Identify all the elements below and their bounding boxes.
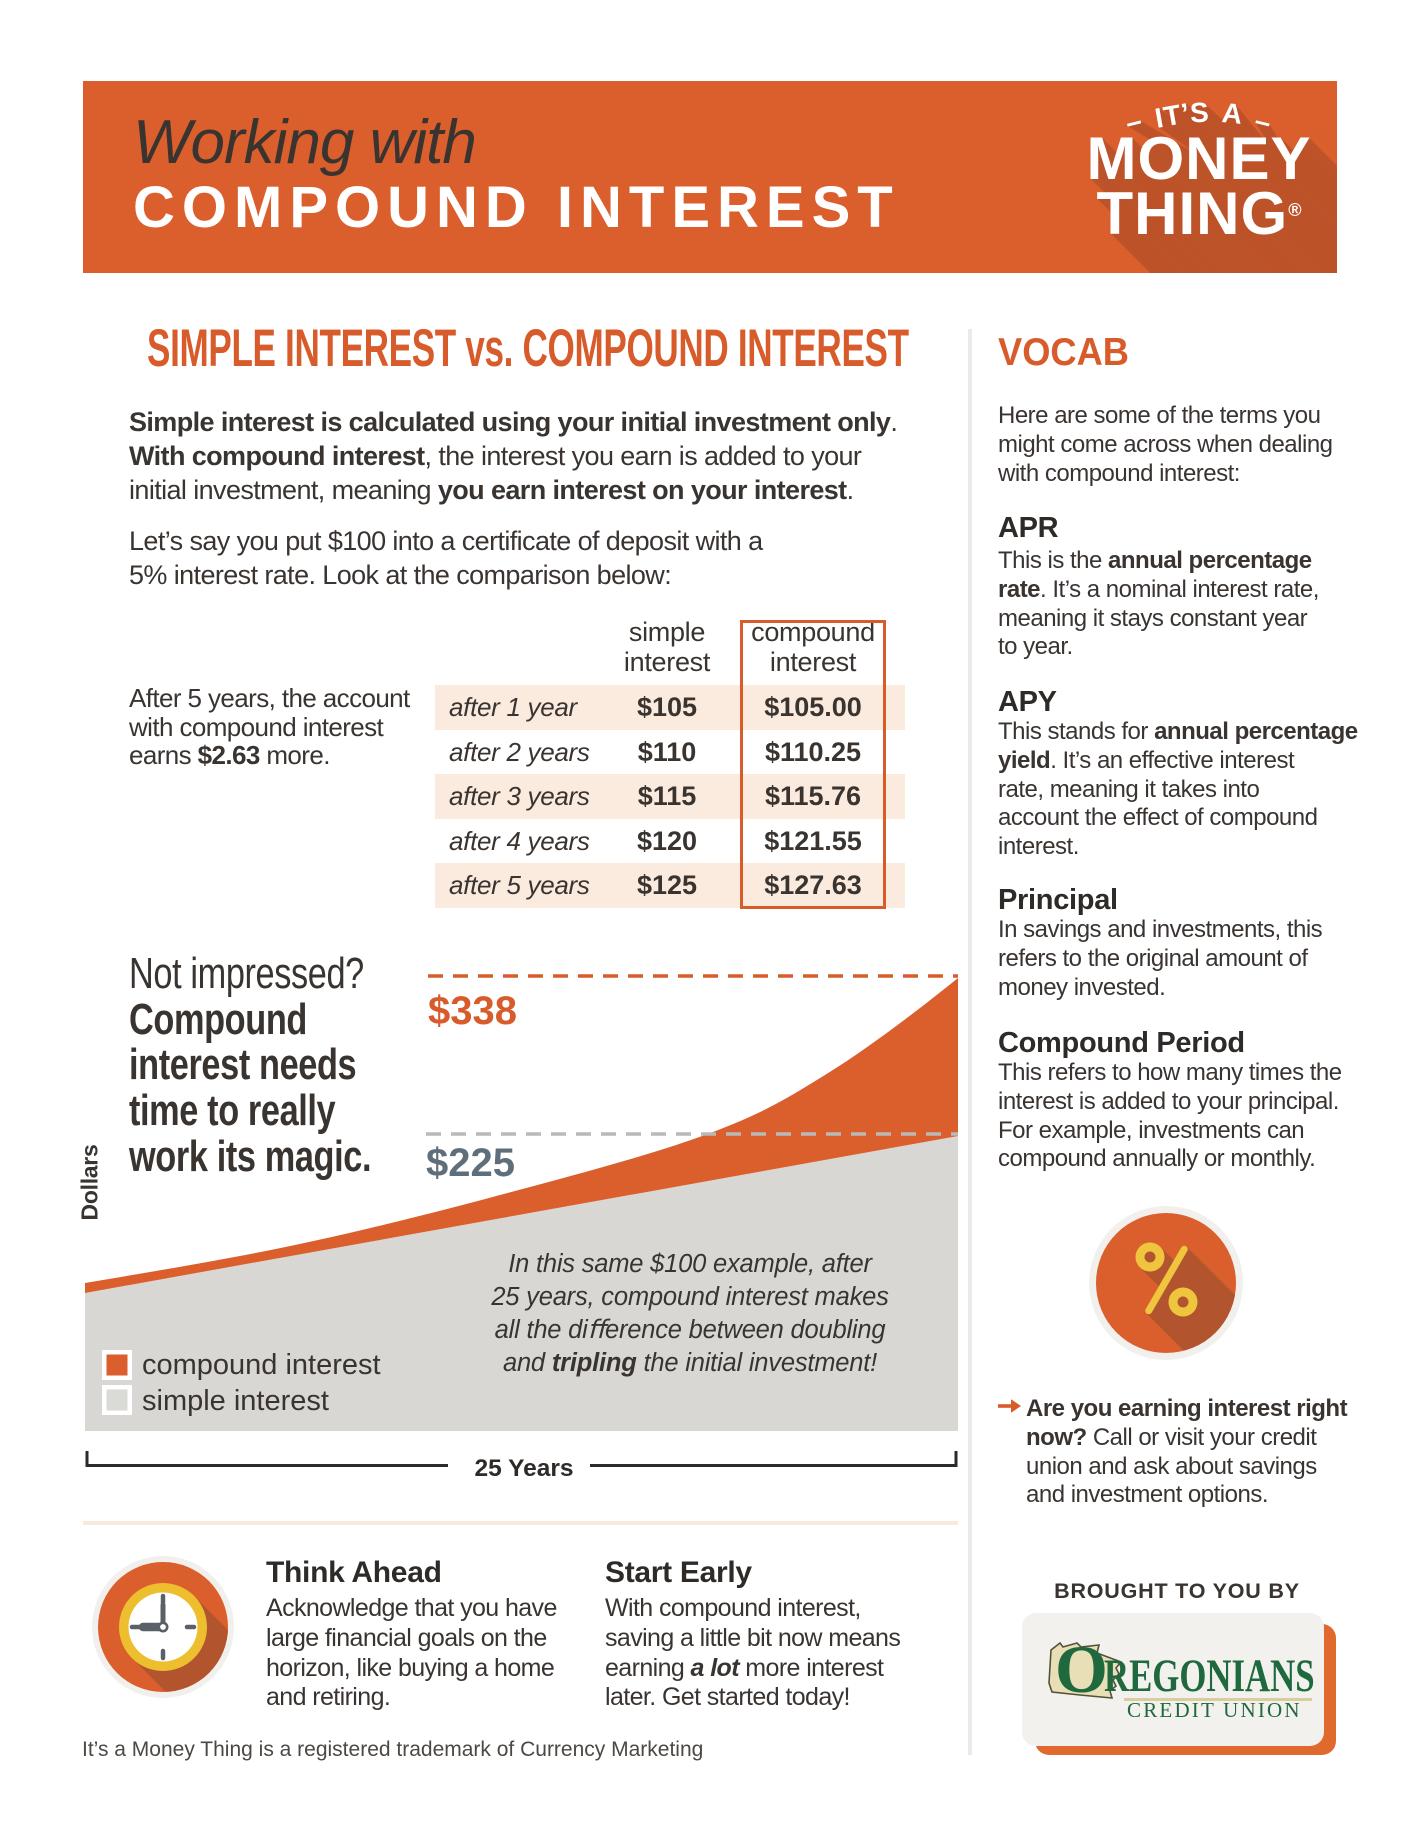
svg-text:In this same $100 example, aft: In this same $100 example, after xyxy=(508,1250,873,1278)
svg-text:25 Years: 25 Years xyxy=(474,1455,573,1482)
svg-text:compound interest: compound interest xyxy=(142,1349,381,1381)
svg-text:O: O xyxy=(1055,1631,1108,1707)
svg-text:simple interest: simple interest xyxy=(142,1385,329,1417)
svg-text:$225: $225 xyxy=(426,1141,515,1185)
svg-text:REGONIANS: REGONIANS xyxy=(1104,1649,1315,1701)
svg-text:all the diﬀerence between doub: all the diﬀerence between doubling xyxy=(495,1316,886,1344)
svg-text:and tripling the initial inves: and tripling the initial investment! xyxy=(503,1349,877,1377)
svg-text:CREDIT UNION: CREDIT UNION xyxy=(1127,1698,1302,1722)
svg-text:25 years, compound interest ma: 25 years, compound interest makes xyxy=(490,1283,889,1311)
svg-text:$338: $338 xyxy=(428,989,517,1033)
